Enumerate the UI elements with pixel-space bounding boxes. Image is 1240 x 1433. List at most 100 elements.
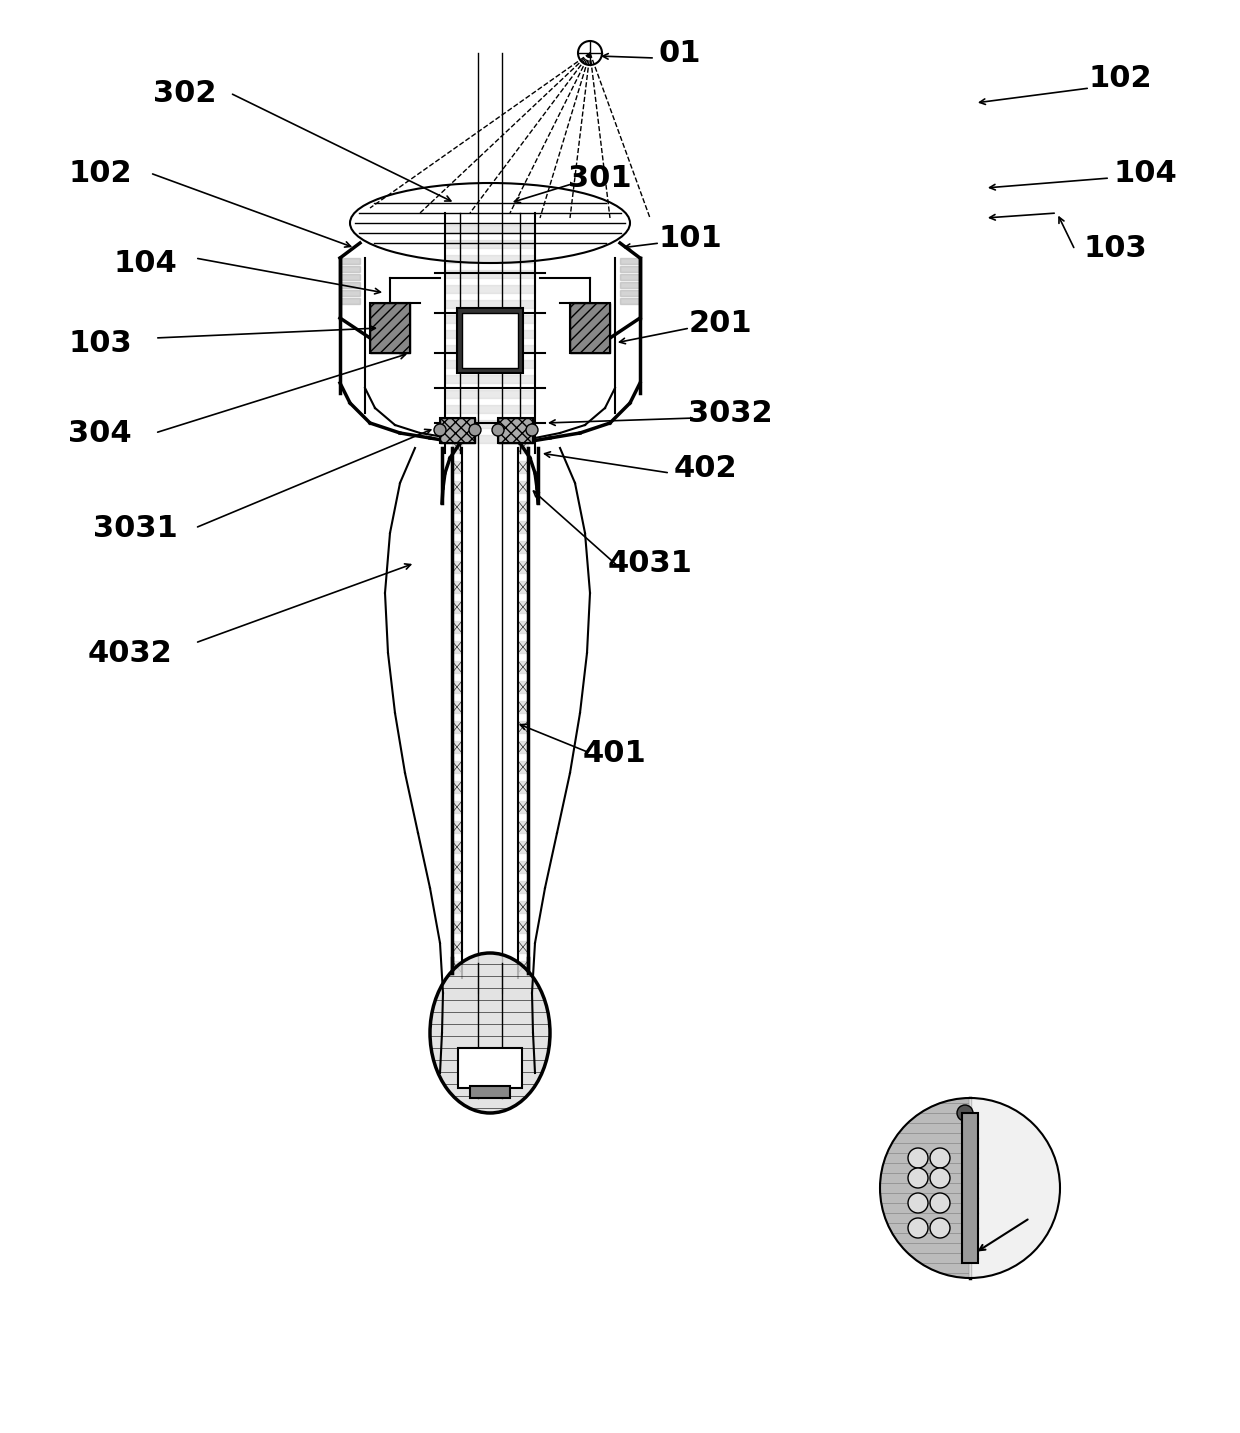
Text: 3032: 3032 — [688, 398, 773, 427]
Circle shape — [434, 424, 446, 436]
Polygon shape — [453, 881, 463, 893]
Text: 3031: 3031 — [93, 513, 177, 543]
Polygon shape — [518, 801, 528, 813]
Polygon shape — [453, 542, 463, 553]
Circle shape — [526, 424, 538, 436]
Polygon shape — [445, 315, 534, 322]
Bar — [370, 302, 410, 353]
Polygon shape — [453, 941, 463, 953]
Polygon shape — [518, 962, 528, 973]
Text: 402: 402 — [673, 453, 737, 483]
Polygon shape — [445, 225, 534, 234]
Polygon shape — [518, 580, 528, 593]
Polygon shape — [340, 282, 360, 288]
Bar — [498, 418, 533, 443]
Polygon shape — [453, 461, 463, 473]
Circle shape — [908, 1218, 928, 1238]
Text: 102: 102 — [68, 159, 131, 188]
Polygon shape — [445, 239, 534, 248]
Bar — [498, 418, 533, 443]
Bar — [458, 308, 523, 373]
Polygon shape — [453, 441, 463, 453]
Polygon shape — [518, 542, 528, 553]
Text: 01: 01 — [658, 39, 702, 67]
Bar — [440, 418, 475, 443]
Text: 104: 104 — [1114, 159, 1177, 188]
Text: 103: 103 — [68, 328, 131, 357]
Polygon shape — [453, 560, 463, 573]
Polygon shape — [430, 953, 551, 1113]
Polygon shape — [453, 801, 463, 813]
Circle shape — [930, 1218, 950, 1238]
Text: 101: 101 — [658, 224, 722, 252]
Polygon shape — [453, 962, 463, 973]
Text: 301: 301 — [568, 163, 632, 192]
Polygon shape — [445, 255, 534, 264]
Polygon shape — [453, 481, 463, 493]
Polygon shape — [445, 390, 534, 398]
Polygon shape — [518, 522, 528, 533]
Polygon shape — [620, 267, 640, 272]
Text: 4031: 4031 — [608, 549, 692, 577]
Polygon shape — [518, 502, 528, 513]
Polygon shape — [453, 921, 463, 933]
Polygon shape — [518, 941, 528, 953]
Polygon shape — [453, 661, 463, 674]
Polygon shape — [340, 289, 360, 297]
Polygon shape — [445, 436, 534, 443]
Text: 201: 201 — [688, 308, 751, 338]
Polygon shape — [518, 841, 528, 853]
Polygon shape — [518, 861, 528, 873]
Polygon shape — [518, 661, 528, 674]
Polygon shape — [518, 921, 528, 933]
Polygon shape — [518, 441, 528, 453]
Polygon shape — [445, 345, 534, 353]
Polygon shape — [518, 821, 528, 833]
Polygon shape — [518, 721, 528, 734]
Circle shape — [908, 1168, 928, 1188]
Polygon shape — [453, 821, 463, 833]
Polygon shape — [620, 298, 640, 304]
Polygon shape — [453, 721, 463, 734]
Polygon shape — [453, 681, 463, 694]
Bar — [570, 302, 610, 353]
Circle shape — [492, 424, 503, 436]
Text: 304: 304 — [68, 418, 131, 447]
Polygon shape — [340, 298, 360, 304]
Polygon shape — [620, 289, 640, 297]
Text: 4032: 4032 — [88, 639, 172, 668]
Bar — [962, 1113, 978, 1262]
Polygon shape — [453, 641, 463, 653]
Polygon shape — [453, 600, 463, 613]
Polygon shape — [445, 375, 534, 383]
Polygon shape — [445, 285, 534, 292]
Text: 302: 302 — [154, 79, 217, 107]
Polygon shape — [518, 761, 528, 772]
Circle shape — [930, 1194, 950, 1212]
Polygon shape — [445, 420, 534, 428]
Polygon shape — [620, 274, 640, 279]
Polygon shape — [445, 299, 534, 308]
Circle shape — [908, 1148, 928, 1168]
Bar — [370, 302, 410, 353]
Polygon shape — [453, 580, 463, 593]
Circle shape — [908, 1194, 928, 1212]
Polygon shape — [453, 901, 463, 913]
Polygon shape — [880, 1098, 970, 1278]
Polygon shape — [518, 781, 528, 792]
Bar — [463, 312, 518, 368]
Bar — [470, 1086, 510, 1098]
Polygon shape — [445, 406, 534, 413]
Polygon shape — [445, 269, 534, 278]
Polygon shape — [518, 461, 528, 473]
Polygon shape — [453, 781, 463, 792]
Text: 102: 102 — [1089, 63, 1152, 93]
Polygon shape — [518, 600, 528, 613]
Polygon shape — [340, 274, 360, 279]
Polygon shape — [453, 861, 463, 873]
Polygon shape — [445, 330, 534, 338]
Polygon shape — [445, 360, 534, 368]
Polygon shape — [453, 522, 463, 533]
Polygon shape — [518, 481, 528, 493]
Circle shape — [957, 1105, 973, 1121]
